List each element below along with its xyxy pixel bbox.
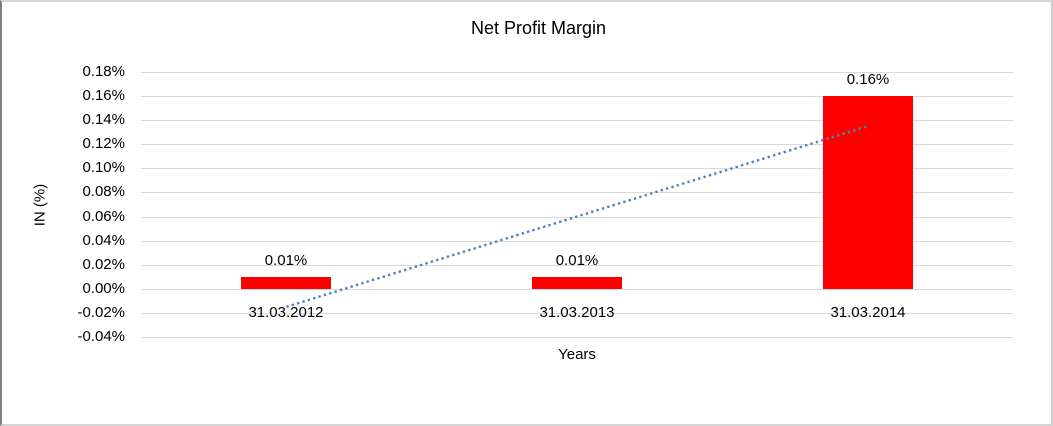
y-tick-label: -0.04%: [77, 328, 125, 345]
bar: [241, 277, 331, 289]
y-tick-label: 0.02%: [82, 256, 125, 273]
bar-value-label: 0.01%: [264, 252, 308, 269]
y-tick-label: 0.18%: [82, 63, 125, 80]
gridline: [141, 72, 1013, 73]
gridline: [141, 313, 1013, 314]
y-tick-label: 0.16%: [82, 87, 125, 104]
y-tick-label: 0.04%: [82, 232, 125, 249]
gridline: [141, 337, 1013, 338]
y-tick-label: -0.02%: [77, 304, 125, 321]
x-tick-label: 31.03.2013: [539, 304, 615, 321]
gridline: [141, 96, 1013, 97]
bar: [532, 277, 622, 289]
y-tick-label: 0.00%: [82, 280, 125, 297]
x-tick-label: 31.03.2012: [248, 304, 324, 321]
x-axis-title: Years: [558, 346, 596, 363]
gridline: [141, 120, 1013, 121]
bar-value-label: 0.01%: [555, 252, 599, 269]
y-tick-label: 0.12%: [82, 135, 125, 152]
y-tick-label: 0.10%: [82, 159, 125, 176]
x-tick-label: 31.03.2014: [830, 304, 906, 321]
chart-title: Net Profit Margin: [470, 18, 607, 38]
bar: [823, 96, 913, 289]
y-tick-label: 0.14%: [82, 111, 125, 128]
bar-value-label: 0.16%: [846, 71, 890, 88]
y-tick-label: 0.08%: [82, 183, 125, 200]
y-tick-label: 0.06%: [82, 208, 125, 225]
gridline: [141, 289, 1013, 290]
